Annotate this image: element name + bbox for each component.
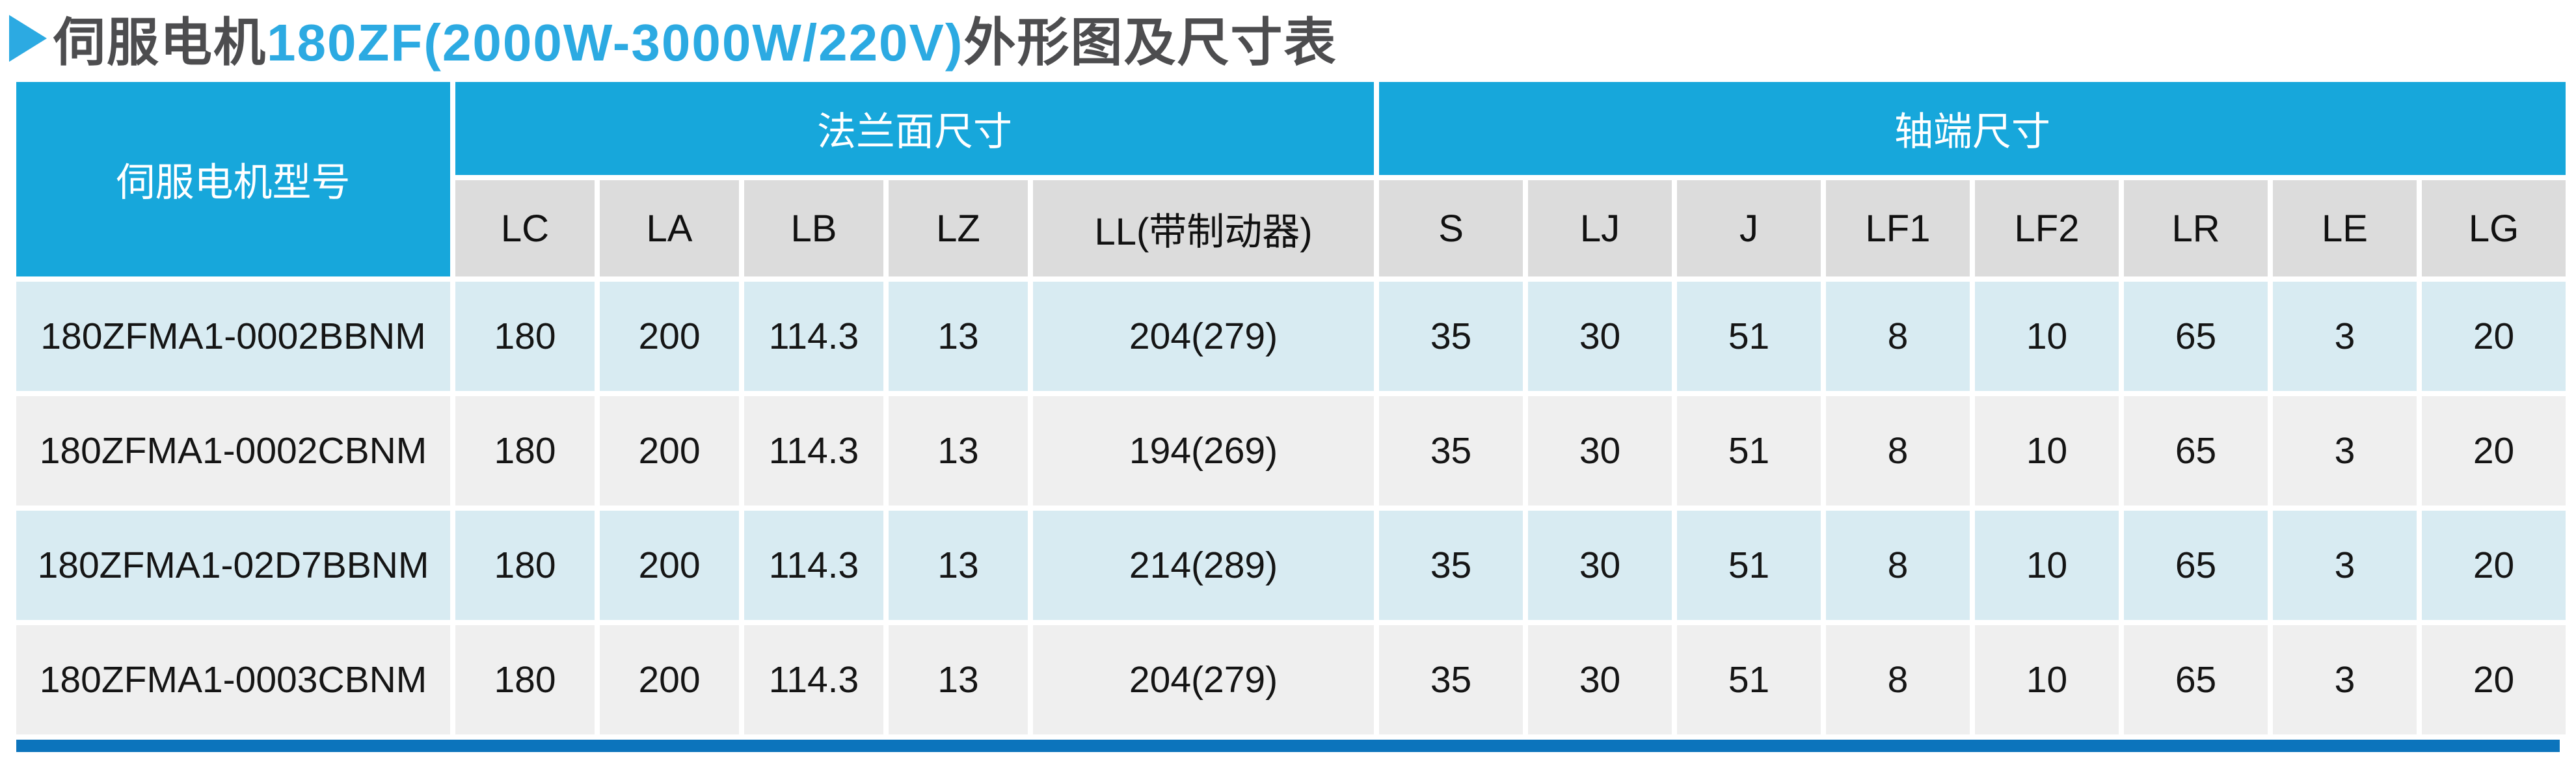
table-cell: 30 xyxy=(1528,396,1672,505)
table-cell: 180 xyxy=(455,625,595,734)
table-cell: 8 xyxy=(1826,282,1970,391)
table-cell: 13 xyxy=(889,396,1028,505)
model-cell: 180ZFMA1-0002CBNM xyxy=(16,396,450,505)
title-prefix: 伺服电机 xyxy=(53,14,267,72)
column-header-lj: LJ xyxy=(1528,180,1672,276)
table-cell: 204(279) xyxy=(1033,625,1375,734)
column-header-lc: LC xyxy=(455,180,595,276)
table-cell: 3 xyxy=(2273,282,2417,391)
table-cell: 20 xyxy=(2422,625,2566,734)
table-cell: 180 xyxy=(455,396,595,505)
column-header-lg: LG xyxy=(2422,180,2566,276)
table-cell: 114.3 xyxy=(744,282,883,391)
title-suffix: 外形图及尺寸表 xyxy=(963,14,1337,72)
column-header-s: S xyxy=(1379,180,1523,276)
table-cell: 10 xyxy=(1975,396,2119,505)
table-cell: 13 xyxy=(889,511,1028,620)
page-title: 伺服电机180ZF(2000W-3000W/220V)外形图及尺寸表 xyxy=(0,0,2576,77)
table-row: 180ZFMA1-0002CBNM 180 200 114.3 13 194(2… xyxy=(16,396,2566,505)
table-cell: 20 xyxy=(2422,511,2566,620)
table-cell: 214(289) xyxy=(1033,511,1375,620)
table-cell: 35 xyxy=(1379,282,1523,391)
table-cell: 35 xyxy=(1379,625,1523,734)
column-header-lf2: LF2 xyxy=(1975,180,2119,276)
table-cell: 8 xyxy=(1826,625,1970,734)
column-header-j: J xyxy=(1677,180,1821,276)
table-cell: 200 xyxy=(600,511,739,620)
table-cell: 35 xyxy=(1379,511,1523,620)
column-header-lr: LR xyxy=(2124,180,2268,276)
table-cell: 65 xyxy=(2124,511,2268,620)
table-cell: 65 xyxy=(2124,625,2268,734)
column-header-la: LA xyxy=(600,180,739,276)
table-cell: 8 xyxy=(1826,511,1970,620)
model-cell: 180ZFMA1-02D7BBNM xyxy=(16,511,450,620)
column-header-lf1: LF1 xyxy=(1826,180,1970,276)
bottom-accent-bar xyxy=(16,740,2560,752)
column-header-le: LE xyxy=(2273,180,2417,276)
table-cell: 114.3 xyxy=(744,625,883,734)
table-cell: 13 xyxy=(889,625,1028,734)
table-cell: 3 xyxy=(2273,396,2417,505)
group-header-shaft: 轴端尺寸 xyxy=(1379,82,2566,175)
model-cell: 180ZFMA1-0002BBNM xyxy=(16,282,450,391)
table-cell: 3 xyxy=(2273,511,2417,620)
table-cell: 13 xyxy=(889,282,1028,391)
table-cell: 200 xyxy=(600,396,739,505)
table-row: 180ZFMA1-0002BBNM 180 200 114.3 13 204(2… xyxy=(16,282,2566,391)
table-cell: 30 xyxy=(1528,282,1672,391)
column-header-ll: LL(带制动器) xyxy=(1033,180,1375,276)
table-cell: 194(269) xyxy=(1033,396,1375,505)
table-cell: 114.3 xyxy=(744,396,883,505)
table-cell: 10 xyxy=(1975,511,2119,620)
table-cell: 51 xyxy=(1677,282,1821,391)
table-cell: 204(279) xyxy=(1033,282,1375,391)
column-header-lz: LZ xyxy=(889,180,1028,276)
title-model-range: 180ZF(2000W-3000W/220V) xyxy=(267,14,964,72)
title-arrow-icon xyxy=(9,15,47,62)
table-cell: 30 xyxy=(1528,625,1672,734)
table-row: 180ZFMA1-0003CBNM 180 200 114.3 13 204(2… xyxy=(16,625,2566,734)
table-cell: 10 xyxy=(1975,625,2119,734)
table-cell: 180 xyxy=(455,511,595,620)
table-cell: 20 xyxy=(2422,396,2566,505)
group-header-flange: 法兰面尺寸 xyxy=(455,82,1375,175)
table-cell: 8 xyxy=(1826,396,1970,505)
table-cell: 3 xyxy=(2273,625,2417,734)
column-header-model: 伺服电机型号 xyxy=(16,82,450,276)
table-cell: 65 xyxy=(2124,396,2268,505)
column-header-lb: LB xyxy=(744,180,883,276)
table-cell: 20 xyxy=(2422,282,2566,391)
dimensions-table: 伺服电机型号 法兰面尺寸 轴端尺寸 LC LA LB LZ LL(带制动器) S… xyxy=(11,77,2571,740)
table-cell: 35 xyxy=(1379,396,1523,505)
table-cell: 114.3 xyxy=(744,511,883,620)
table-cell: 180 xyxy=(455,282,595,391)
table-cell: 51 xyxy=(1677,396,1821,505)
table-cell: 51 xyxy=(1677,625,1821,734)
table-cell: 30 xyxy=(1528,511,1672,620)
model-cell: 180ZFMA1-0003CBNM xyxy=(16,625,450,734)
table-row: 180ZFMA1-02D7BBNM 180 200 114.3 13 214(2… xyxy=(16,511,2566,620)
table-cell: 200 xyxy=(600,282,739,391)
title-text: 伺服电机180ZF(2000W-3000W/220V)外形图及尺寸表 xyxy=(53,1,1337,76)
table-cell: 51 xyxy=(1677,511,1821,620)
table-cell: 200 xyxy=(600,625,739,734)
table-cell: 10 xyxy=(1975,282,2119,391)
table-cell: 65 xyxy=(2124,282,2268,391)
